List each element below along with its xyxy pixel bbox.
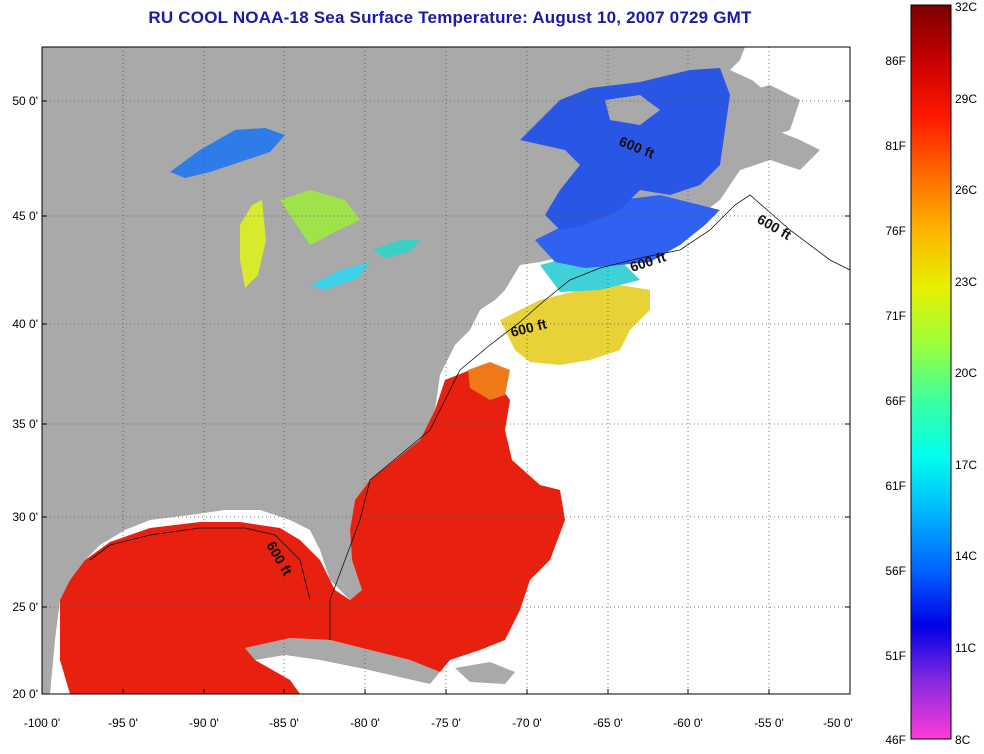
colorbar-c-label: 23C bbox=[955, 275, 977, 289]
sst-gulf-of-maine bbox=[535, 195, 720, 268]
sst-midatlantic-zone bbox=[500, 285, 650, 365]
sst-st-lawrence bbox=[520, 68, 730, 230]
colorbar-f-label: 71F bbox=[885, 309, 906, 323]
colorbar-c-label: 32C bbox=[955, 0, 977, 14]
latitude-axis: 50 0' 45 0' 40 0' 35 0' 30 0' 25 0' 20 0… bbox=[12, 94, 38, 701]
lon-tick-label: -95 0' bbox=[108, 716, 138, 730]
lake-ontario bbox=[372, 240, 420, 258]
lat-tick-label: 50 0' bbox=[12, 94, 38, 108]
lon-tick-label: -85 0' bbox=[269, 716, 299, 730]
lat-tick-label: 40 0' bbox=[12, 317, 38, 331]
lake-michigan bbox=[240, 200, 266, 288]
lon-tick-label: -70 0' bbox=[512, 716, 542, 730]
lon-tick-label: -55 0' bbox=[754, 716, 784, 730]
land-newfoundland bbox=[735, 85, 800, 140]
lake-huron bbox=[280, 190, 360, 245]
graticule bbox=[42, 47, 850, 694]
lon-tick-label: -80 0' bbox=[350, 716, 380, 730]
lat-tick-label: 45 0' bbox=[12, 209, 38, 223]
colorbar-f-label: 81F bbox=[885, 139, 906, 153]
lat-tick-label: 30 0' bbox=[12, 510, 38, 524]
colorbar-c-label: 14C bbox=[955, 549, 977, 563]
colorbar-celsius-labels: 32C 29C 26C 23C 20C 17C 14C 11C 8C bbox=[955, 0, 977, 747]
lon-tick-label: -90 0' bbox=[189, 716, 219, 730]
lon-tick-label: -65 0' bbox=[593, 716, 623, 730]
map-area: 600 ft 600 ft 600 ft 600 ft 600 ft bbox=[42, 47, 850, 694]
sst-warm-region bbox=[60, 370, 565, 694]
colorbar-c-label: 29C bbox=[955, 92, 977, 106]
axis-ticks bbox=[41, 100, 851, 694]
colorbar-f-label: 66F bbox=[885, 394, 906, 408]
colorbar-c-label: 20C bbox=[955, 366, 977, 380]
sst-st-lawrence-inner bbox=[605, 95, 660, 125]
lake-superior bbox=[170, 128, 285, 178]
colorbar-f-label: 46F bbox=[885, 733, 906, 747]
map-title: RU COOL NOAA-18 Sea Surface Temperature:… bbox=[148, 8, 752, 27]
colorbar-f-label: 86F bbox=[885, 54, 906, 68]
colorbar-f-label: 76F bbox=[885, 224, 906, 238]
colorbar-f-label: 56F bbox=[885, 564, 906, 578]
isobath-600ft bbox=[89, 194, 850, 640]
colorbar-c-label: 8C bbox=[955, 733, 971, 747]
lat-tick-label: 25 0' bbox=[12, 600, 38, 614]
colorbar-c-label: 17C bbox=[955, 458, 977, 472]
lon-tick-label: -60 0' bbox=[673, 716, 703, 730]
colorbar-c-label: 26C bbox=[955, 183, 977, 197]
lon-tick-label: -50 0' bbox=[823, 716, 853, 730]
colorbar-c-label: 11C bbox=[955, 641, 976, 655]
colorbar-f-label: 51F bbox=[885, 649, 906, 663]
lat-tick-label: 35 0' bbox=[12, 417, 38, 431]
colorbar-f-label: 61F bbox=[885, 479, 906, 493]
sst-gulfstream-orange bbox=[468, 362, 510, 400]
lon-tick-label: -75 0' bbox=[431, 716, 461, 730]
lake-erie bbox=[310, 262, 370, 290]
land-hispaniola bbox=[455, 662, 515, 684]
lat-tick-label: 20 0' bbox=[12, 687, 38, 701]
longitude-axis: -100 0' -95 0' -90 0' -85 0' -80 0' -75 … bbox=[24, 716, 853, 730]
colorbar-fahrenheit-labels: 86F 81F 76F 71F 66F 61F 56F 51F 46F bbox=[885, 54, 906, 747]
colorbar bbox=[910, 4, 952, 740]
land-cuba bbox=[245, 638, 440, 684]
lon-tick-label: -100 0' bbox=[24, 716, 60, 730]
